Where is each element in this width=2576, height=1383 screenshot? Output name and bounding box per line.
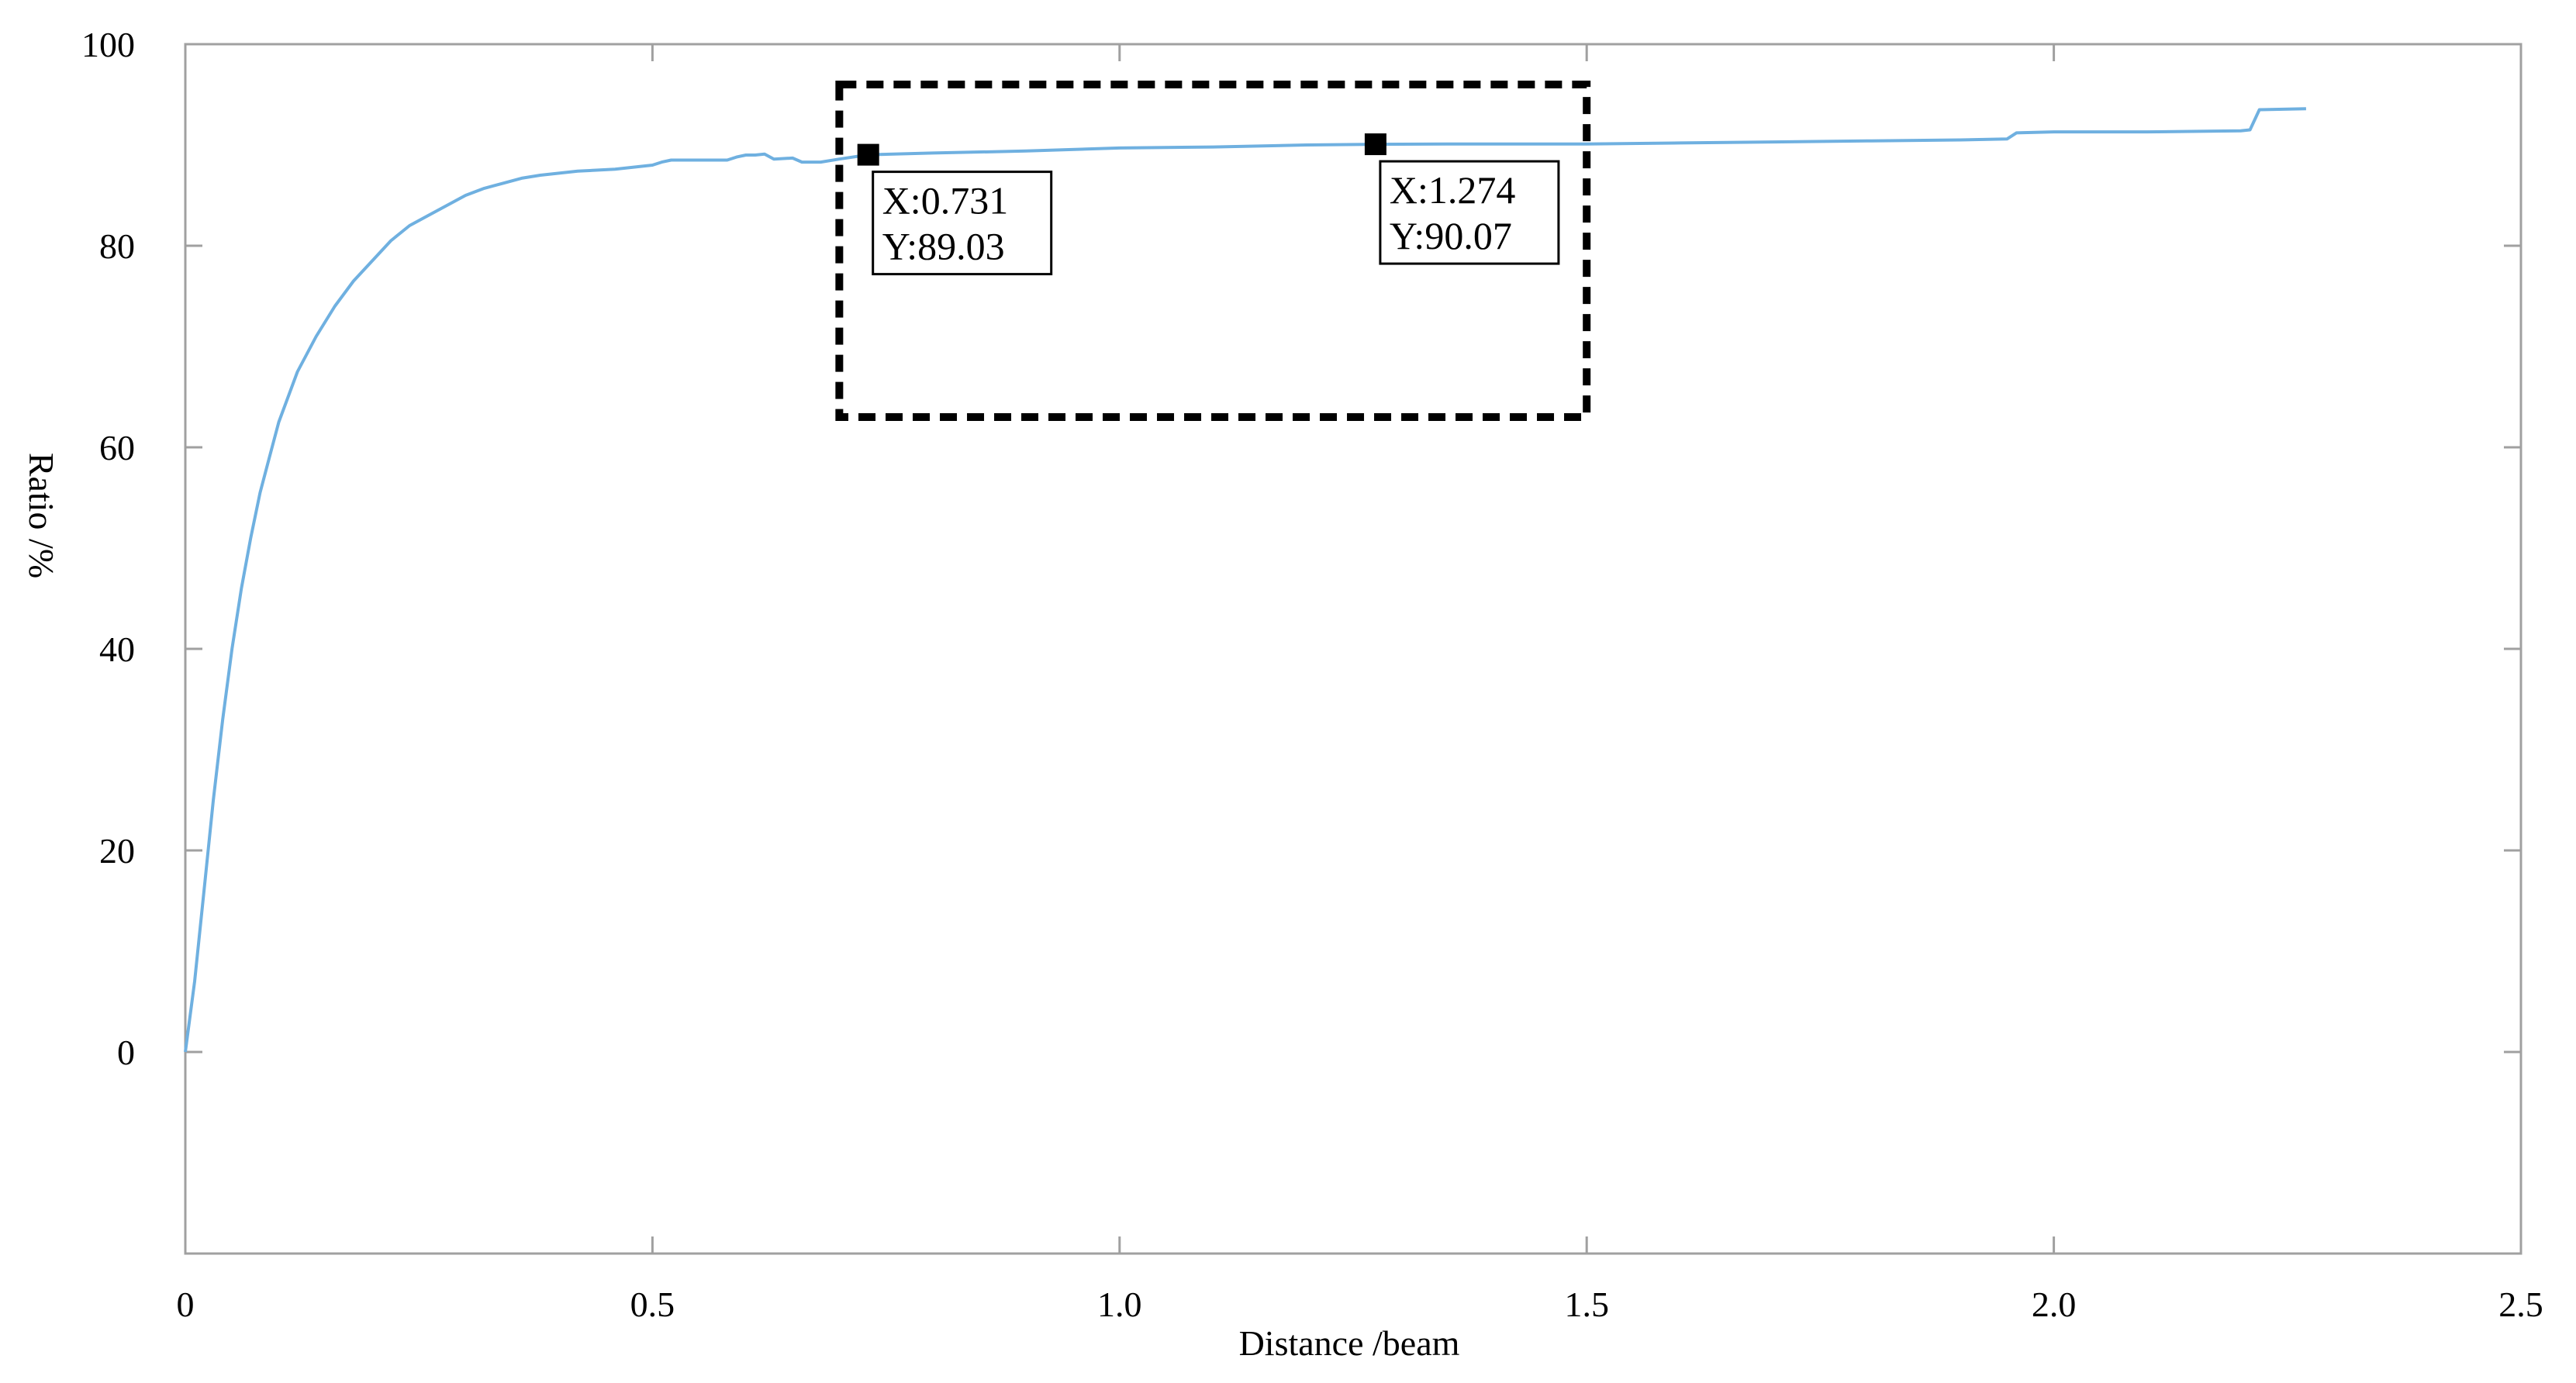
- x-tick-label: 2.5: [2498, 1285, 2543, 1324]
- tick-labels: 0 0.5 1.0 1.5 2.0 2.5 0 20 40 60 80 100: [81, 25, 2543, 1324]
- plot-frame: [184, 43, 2522, 1255]
- y-tick-label: 20: [99, 831, 135, 871]
- x-tick-label: 2.0: [2032, 1285, 2077, 1324]
- y-tick-label: 60: [99, 428, 135, 467]
- x-tick-label: 1.5: [1564, 1285, 1609, 1324]
- datatip-marker: [857, 143, 879, 166]
- y-tick-label: 40: [99, 629, 135, 669]
- x-tick-label: 0.5: [630, 1285, 675, 1324]
- datatip-y-label: Y:90.07: [1390, 214, 1512, 257]
- datatip-marker: [1364, 133, 1386, 156]
- datatip-x-label: X:1.274: [1390, 168, 1516, 212]
- y-axis-title: Ratio /%: [22, 453, 61, 578]
- y-tick-label: 0: [117, 1033, 135, 1072]
- y-tick-label: 80: [99, 226, 135, 266]
- datatip-y-label: Y:89.03: [882, 225, 1005, 268]
- datatip-box: [872, 171, 1053, 276]
- datatip-x-label: X:0.731: [882, 179, 1009, 222]
- axis-ticks: [184, 43, 2522, 1254]
- datatip-box: [1379, 160, 1560, 265]
- x-axis-title: Distance /beam: [1239, 1323, 1460, 1363]
- series-line: [184, 107, 2306, 1053]
- x-tick-label: 0: [177, 1285, 195, 1324]
- x-tick-label: 1.0: [1097, 1285, 1142, 1324]
- y-tick-label: 100: [81, 25, 135, 64]
- highlight-box: [835, 81, 1591, 421]
